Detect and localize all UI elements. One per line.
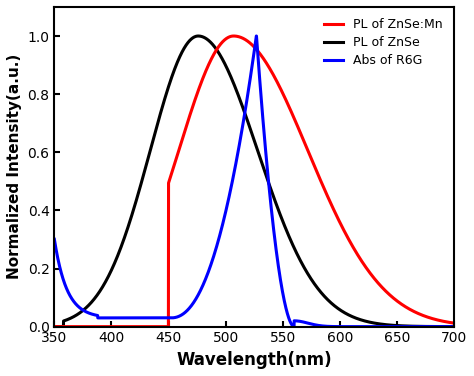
Legend: PL of ZnSe:Mn, PL of ZnSe, Abs of R6G: PL of ZnSe:Mn, PL of ZnSe, Abs of R6G — [319, 13, 447, 72]
Y-axis label: Normalized Intensity(a.u.): Normalized Intensity(a.u.) — [7, 54, 22, 279]
X-axis label: Wavelength(nm): Wavelength(nm) — [176, 351, 332, 369]
